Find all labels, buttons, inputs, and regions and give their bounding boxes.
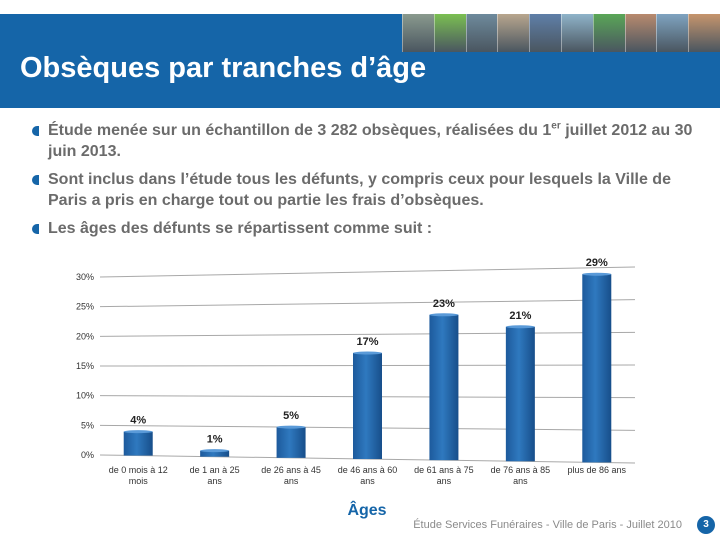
y-tick-label: 20% (76, 331, 94, 341)
y-tick-label: 30% (76, 272, 94, 282)
x-tick-label: de 46 ans à 60 (338, 465, 398, 475)
bullet-list: Étude menée sur un échantillon de 3 282 … (32, 120, 702, 246)
bullet-item-2: Sont inclus dans l’étude tous les défunt… (32, 169, 702, 211)
y-tick-label: 15% (76, 361, 94, 371)
x-tick-label: mois (129, 476, 149, 486)
x-axis-title: Âges (347, 502, 387, 519)
bar-top (429, 313, 459, 317)
bullet-text: Les âges des défunts se répartissent com… (48, 220, 433, 237)
header-banner: Obsèques par tranches d’âge (0, 0, 720, 108)
bar (200, 450, 230, 457)
data-label: 4% (130, 415, 146, 427)
x-tick-label: de 0 mois à 12 (109, 465, 168, 475)
header-white-strip (0, 0, 720, 14)
bar (505, 326, 535, 462)
x-tick-label: ans (207, 476, 222, 486)
x-tick-label: de 26 ans à 45 (261, 465, 321, 475)
face-photo (402, 14, 434, 52)
bar-top (582, 272, 612, 276)
face-photo (688, 14, 720, 52)
bar-top (505, 325, 535, 329)
gridline (99, 331, 636, 337)
x-tick-label: ans (284, 476, 299, 486)
photo-strip (402, 14, 720, 52)
footer-text: Étude Services Funéraires - Ville de Par… (413, 519, 682, 531)
face-photo (497, 14, 530, 52)
x-tick-label: ans (360, 476, 375, 486)
bar (429, 314, 459, 461)
bullet-superscript: er (551, 120, 561, 132)
y-tick-label: 25% (76, 302, 94, 312)
bar-top (353, 351, 382, 355)
x-tick-label: de 76 ans à 85 (491, 465, 551, 475)
data-label: 29% (586, 257, 608, 269)
x-tick-label: ans (437, 476, 452, 486)
data-label: 5% (283, 410, 299, 422)
bullet-item-1: Étude menée sur un échantillon de 3 282 … (32, 120, 702, 162)
bullet-text-end: juillet 2012 au 30 juin 2013. (48, 122, 693, 160)
bar (582, 274, 612, 463)
bar-top (276, 425, 306, 429)
data-label: 21% (509, 310, 531, 322)
bullet-icon (32, 126, 39, 136)
page-number-badge: 3 (697, 516, 715, 534)
bar (276, 427, 306, 458)
bullet-text: Étude menée sur un échantillon de 3 282 … (48, 122, 552, 139)
page-title: Obsèques par tranches d’âge (20, 52, 427, 84)
face-photo (529, 14, 561, 52)
bar-top (123, 430, 153, 434)
bullet-item-3: Les âges des défunts se répartissent com… (32, 218, 702, 239)
x-tick-label: de 1 an à 25 (190, 465, 240, 475)
face-photo (465, 14, 498, 52)
face-photo (560, 14, 593, 52)
face-photo (624, 14, 657, 52)
y-tick-label: 5% (81, 420, 94, 430)
face-photo (433, 14, 466, 52)
x-tick-label: plus de 86 ans (568, 465, 627, 475)
x-tick-label: ans (513, 476, 528, 486)
data-label: 17% (356, 336, 378, 348)
face-photo (656, 14, 689, 52)
gridline (99, 266, 636, 278)
bullet-icon (32, 224, 39, 234)
face-photo (592, 14, 625, 52)
bullet-text: Sont inclus dans l’étude tous les défunt… (48, 171, 671, 209)
bullet-icon (32, 175, 39, 185)
bar (123, 431, 153, 456)
data-label: 23% (433, 298, 455, 310)
bar (353, 353, 382, 459)
y-tick-label: 10% (76, 391, 94, 401)
y-tick-label: 0% (81, 450, 94, 460)
data-label: 1% (207, 434, 223, 446)
gridline (99, 299, 636, 308)
x-tick-label: de 61 ans à 75 (414, 465, 474, 475)
bar-top (200, 449, 230, 453)
